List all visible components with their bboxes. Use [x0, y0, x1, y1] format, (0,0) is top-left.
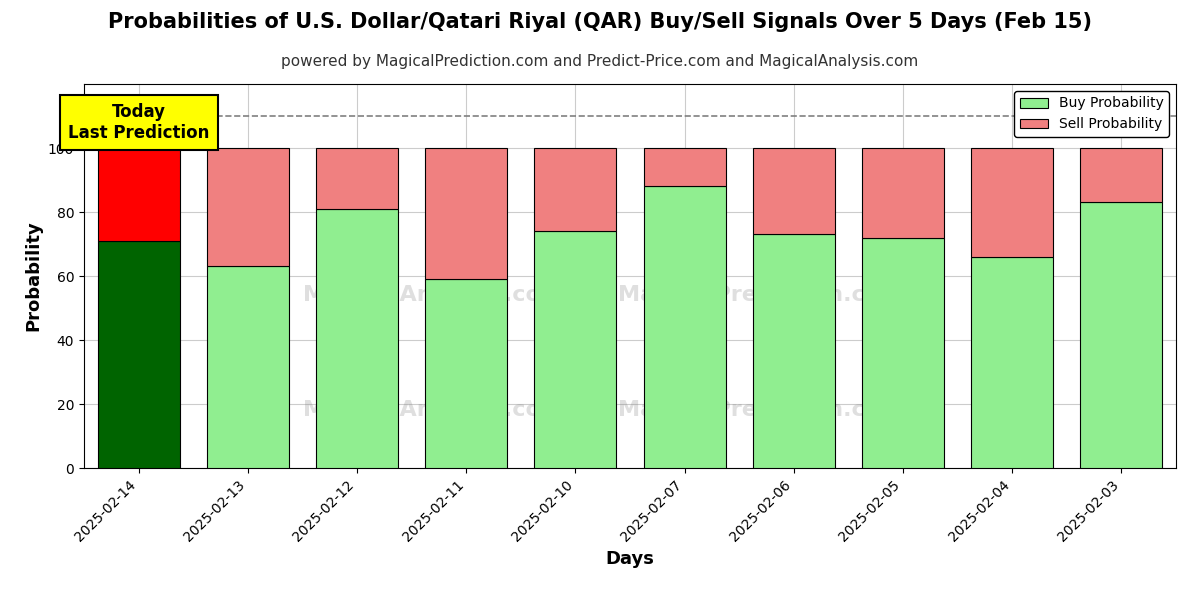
Bar: [425, 279, 508, 468]
Bar: [752, 148, 835, 235]
Bar: [316, 148, 398, 209]
Text: MagicalAnalysis.com: MagicalAnalysis.com: [302, 285, 564, 305]
Text: MagicalAnalysis.com: MagicalAnalysis.com: [302, 400, 564, 421]
Bar: [862, 148, 944, 238]
Bar: [316, 209, 398, 468]
Y-axis label: Probability: Probability: [24, 221, 42, 331]
Bar: [206, 266, 289, 468]
Bar: [97, 241, 180, 468]
X-axis label: Days: Days: [606, 550, 654, 568]
Legend: Buy Probability, Sell Probability: Buy Probability, Sell Probability: [1014, 91, 1169, 137]
Bar: [534, 231, 617, 468]
Text: powered by MagicalPrediction.com and Predict-Price.com and MagicalAnalysis.com: powered by MagicalPrediction.com and Pre…: [281, 54, 919, 69]
Bar: [206, 148, 289, 266]
Bar: [1080, 148, 1163, 202]
Bar: [862, 238, 944, 468]
Bar: [971, 148, 1054, 257]
Bar: [97, 148, 180, 241]
Bar: [425, 148, 508, 279]
Text: MagicalPrediction.com: MagicalPrediction.com: [618, 400, 904, 421]
Bar: [752, 235, 835, 468]
Text: Today
Last Prediction: Today Last Prediction: [68, 103, 209, 142]
Bar: [643, 148, 726, 187]
Bar: [534, 148, 617, 231]
Bar: [643, 187, 726, 468]
Bar: [971, 257, 1054, 468]
Text: Probabilities of U.S. Dollar/Qatari Riyal (QAR) Buy/Sell Signals Over 5 Days (Fe: Probabilities of U.S. Dollar/Qatari Riya…: [108, 12, 1092, 32]
Text: MagicalPrediction.com: MagicalPrediction.com: [618, 285, 904, 305]
Bar: [1080, 202, 1163, 468]
